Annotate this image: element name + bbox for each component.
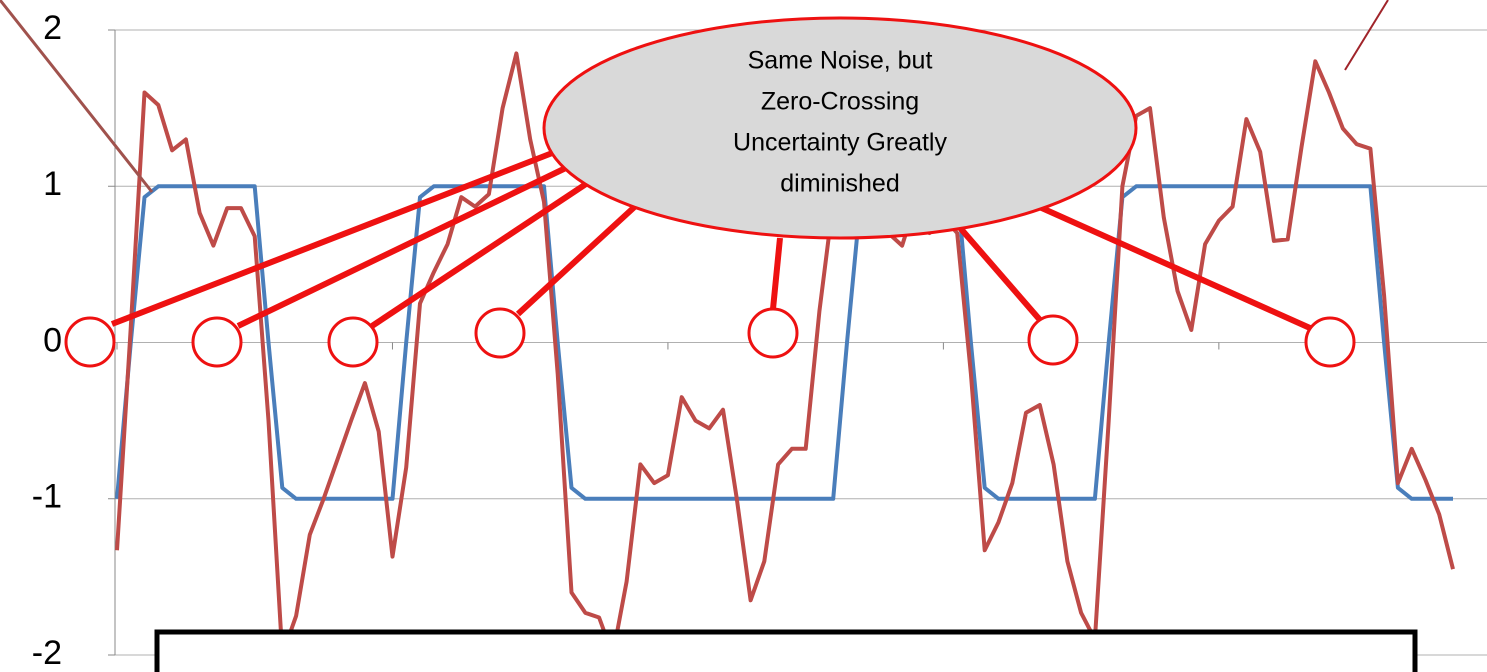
callout-line	[110, 147, 562, 327]
callout-line	[515, 197, 645, 317]
callout-line-text: Same Noise, but	[748, 47, 933, 75]
annotation-layer: Same Noise, but Zero-Crossing Uncertainty …	[0, 0, 1418, 672]
callout-line	[370, 177, 594, 329]
marker-circle	[64, 316, 116, 368]
y-tick-label: 2	[43, 9, 62, 47]
caption-box	[154, 629, 1418, 672]
y-tick-label: -1	[32, 478, 62, 516]
marker-circle	[474, 307, 526, 359]
y-tick-label: -2	[32, 634, 62, 672]
callout-line-text: diminished	[780, 170, 900, 198]
callout-text: Same Noise, but Zero-Crossing Uncertainty …	[733, 47, 947, 198]
data-line	[115, 51, 1455, 657]
marker-circle	[747, 307, 799, 359]
data-line	[115, 184, 1453, 501]
y-tick-label: 0	[43, 321, 62, 359]
callout-line	[236, 162, 574, 329]
marker-circle	[327, 316, 379, 368]
y-tick-label: 1	[43, 165, 62, 203]
callout-ellipse	[542, 16, 1138, 240]
callout-line	[1033, 202, 1312, 331]
pointer-line	[1344, 0, 1389, 71]
pointer-line	[0, 0, 154, 193]
zero-crossing-markers	[64, 307, 1356, 368]
callout-line-text: Uncertainty Greatly	[733, 129, 947, 157]
callout-line	[952, 220, 1043, 322]
marker-circle	[1304, 316, 1356, 368]
marker-circle	[1027, 314, 1079, 366]
callout-line-text: Zero-Crossing	[761, 88, 919, 116]
callout-line	[770, 237, 783, 310]
callout-lines	[110, 147, 1312, 331]
plot-area	[115, 51, 1455, 657]
marker-circle	[191, 316, 243, 368]
